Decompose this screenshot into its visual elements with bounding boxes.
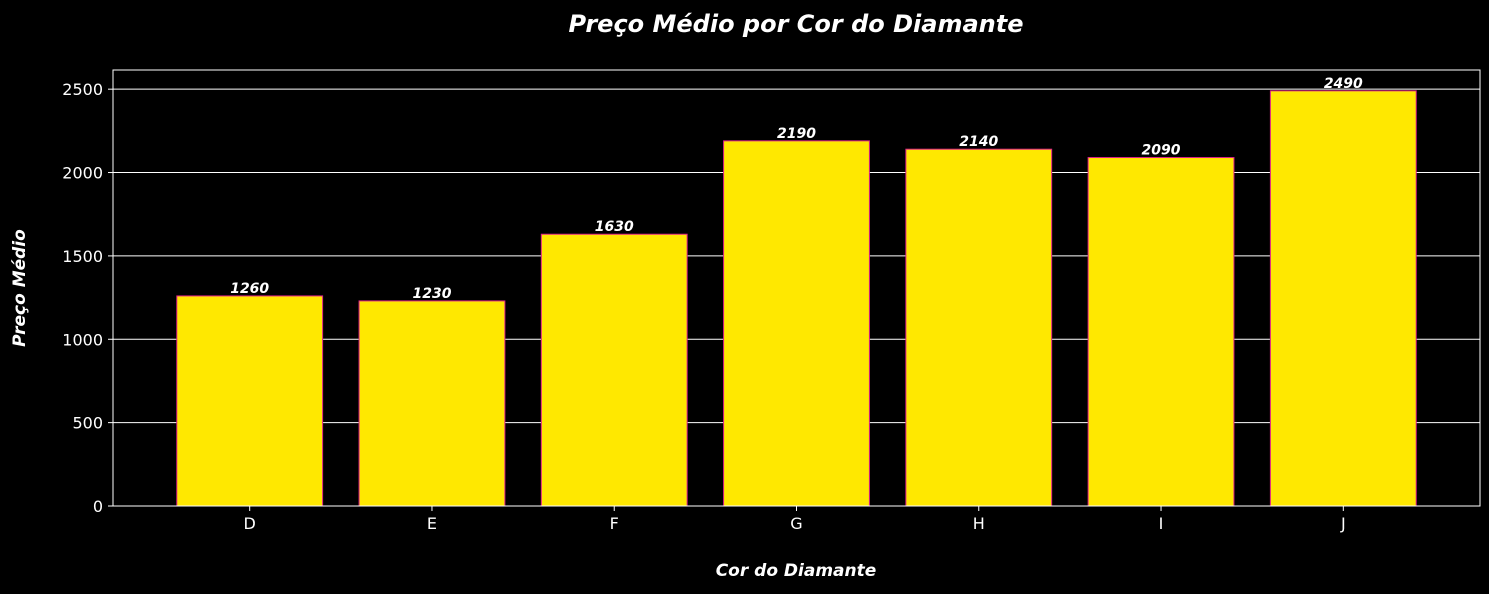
x-tick-label-j: J xyxy=(1340,514,1346,533)
data-label-e: 1230 xyxy=(412,286,451,302)
y-tick-label: 2500 xyxy=(62,80,103,99)
x-tick-label-e: E xyxy=(427,514,437,533)
x-tick-label-d: D xyxy=(244,514,256,533)
x-axis-title: Cor do Diamante xyxy=(716,561,877,581)
y-tick-label: 1000 xyxy=(62,330,103,349)
bar-h xyxy=(905,148,1053,507)
y-tick-label: 500 xyxy=(72,414,103,433)
chart-title: Preço Médio por Cor do Diamante xyxy=(568,10,1023,38)
data-label-j: 2490 xyxy=(1324,76,1363,92)
bar-i xyxy=(1087,157,1235,507)
data-label-g: 2190 xyxy=(777,126,816,142)
bar-j xyxy=(1269,90,1417,507)
x-tick-label-f: F xyxy=(610,514,619,533)
x-axis-ticks: D E F G H I J xyxy=(244,506,1346,533)
y-axis-ticks: 0 500 1000 1500 2000 2500 xyxy=(62,80,113,516)
bar-f xyxy=(540,233,688,507)
y-tick-label: 2000 xyxy=(62,164,103,183)
y-tick-label: 1500 xyxy=(62,247,103,266)
data-label-f: 1630 xyxy=(595,219,634,235)
data-label-h: 2140 xyxy=(959,134,998,150)
y-axis-title: Preço Médio xyxy=(10,229,30,347)
data-labels: 1260 1230 1630 2190 2140 2090 2490 xyxy=(230,76,1363,302)
data-label-d: 1260 xyxy=(230,281,269,297)
x-tick-label-i: I xyxy=(1159,514,1164,533)
bar-d xyxy=(176,295,324,507)
bar-g xyxy=(723,140,870,507)
y-tick-label: 0 xyxy=(93,497,103,516)
bars xyxy=(176,90,1417,507)
x-tick-label-g: G xyxy=(790,514,802,533)
bar-e xyxy=(358,300,506,507)
data-label-i: 2090 xyxy=(1142,143,1181,159)
x-tick-label-h: H xyxy=(973,514,985,533)
